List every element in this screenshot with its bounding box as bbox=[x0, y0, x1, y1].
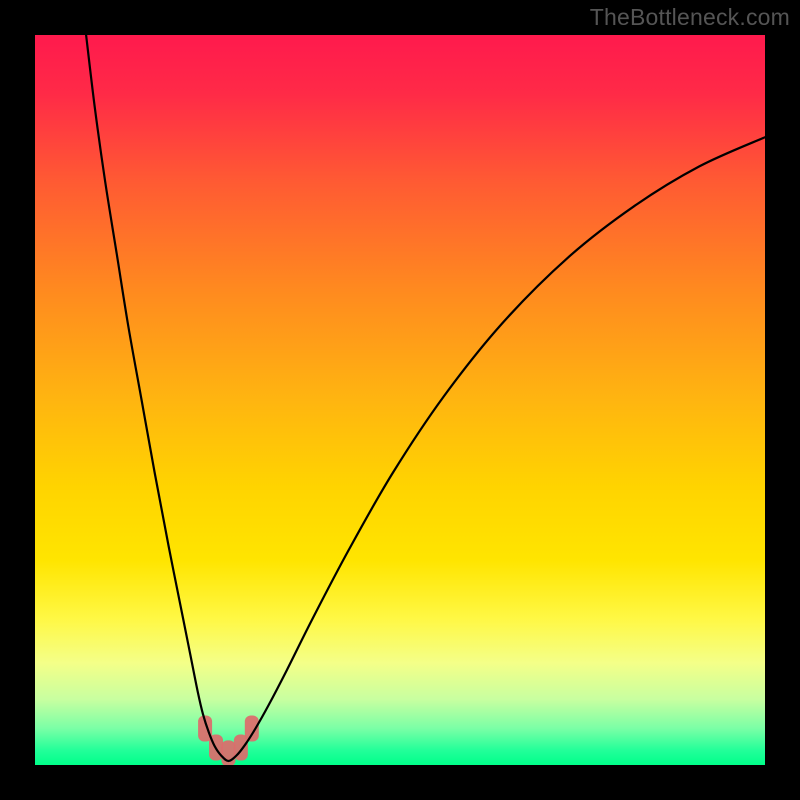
chart-frame: TheBottleneck.com bbox=[0, 0, 800, 800]
gradient-background bbox=[35, 35, 765, 765]
plot-area bbox=[35, 35, 765, 765]
plot-svg bbox=[35, 35, 765, 765]
watermark-text: TheBottleneck.com bbox=[590, 4, 790, 31]
